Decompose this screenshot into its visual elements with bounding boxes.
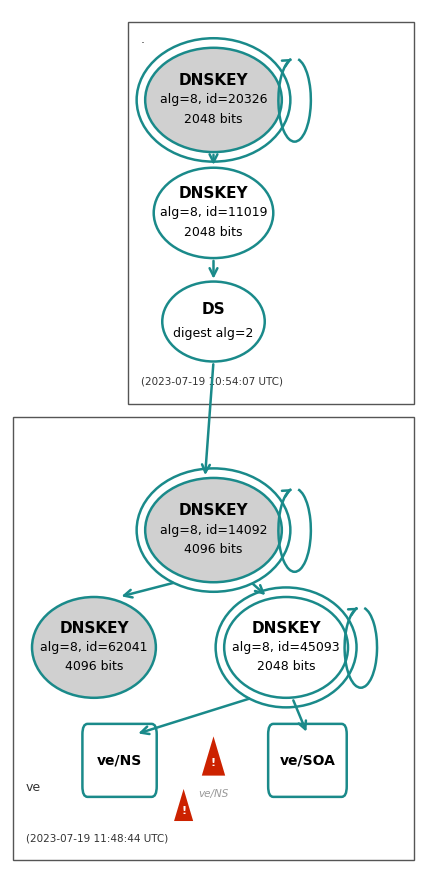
Text: alg=8, id=45093: alg=8, id=45093: [232, 641, 339, 653]
Text: alg=8, id=20326: alg=8, id=20326: [159, 94, 267, 106]
Text: 4096 bits: 4096 bits: [184, 543, 242, 555]
Text: 4096 bits: 4096 bits: [65, 660, 123, 673]
Text: alg=8, id=62041: alg=8, id=62041: [40, 641, 147, 653]
Text: ve/SOA: ve/SOA: [279, 753, 334, 767]
Text: (2023-07-19 10:54:07 UTC): (2023-07-19 10:54:07 UTC): [141, 377, 282, 387]
Ellipse shape: [145, 478, 281, 582]
Text: digest alg=2: digest alg=2: [173, 328, 253, 340]
Text: !: !: [210, 759, 216, 768]
FancyBboxPatch shape: [268, 724, 346, 797]
Text: DNSKEY: DNSKEY: [59, 620, 129, 636]
Text: ve/NS: ve/NS: [97, 753, 142, 767]
Ellipse shape: [153, 168, 273, 258]
Text: ve/NS: ve/NS: [198, 789, 228, 799]
Ellipse shape: [145, 48, 281, 152]
Text: DNSKEY: DNSKEY: [178, 503, 248, 519]
Text: !: !: [181, 806, 186, 816]
Text: 2048 bits: 2048 bits: [184, 226, 242, 238]
Polygon shape: [173, 786, 194, 822]
Text: ve: ve: [26, 780, 40, 793]
Text: DS: DS: [201, 302, 225, 317]
Text: DNSKEY: DNSKEY: [178, 186, 248, 202]
Ellipse shape: [224, 597, 347, 698]
Text: alg=8, id=11019: alg=8, id=11019: [159, 207, 267, 219]
Ellipse shape: [32, 597, 155, 698]
Text: DNSKEY: DNSKEY: [178, 73, 248, 89]
FancyBboxPatch shape: [82, 724, 156, 797]
Text: 2048 bits: 2048 bits: [184, 113, 242, 125]
Text: alg=8, id=14092: alg=8, id=14092: [159, 524, 267, 536]
Text: (2023-07-19 11:48:44 UTC): (2023-07-19 11:48:44 UTC): [26, 833, 167, 843]
Bar: [13, 417, 413, 860]
Text: .: .: [141, 33, 144, 46]
Polygon shape: [200, 733, 226, 777]
Ellipse shape: [162, 282, 264, 362]
Bar: [128, 22, 413, 404]
Text: DNSKEY: DNSKEY: [250, 620, 320, 636]
Text: 2048 bits: 2048 bits: [256, 660, 315, 673]
